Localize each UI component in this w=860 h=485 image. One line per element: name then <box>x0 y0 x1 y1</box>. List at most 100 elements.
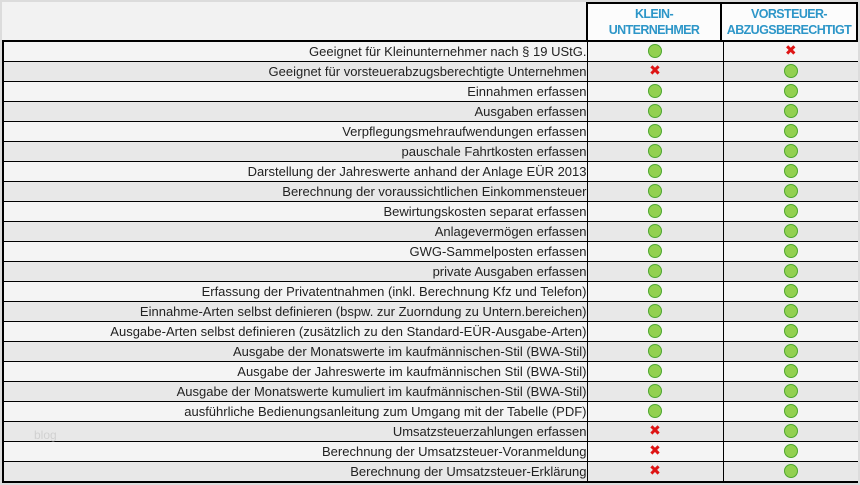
vorsteuerabzugsberechtigt-mark-cell <box>722 441 858 462</box>
table-row: Einnahme-Arten selbst definieren (bspw. … <box>2 301 858 322</box>
row-label: Geeignet für vorsteuerabzugsberechtigte … <box>2 61 588 82</box>
green-dot-icon <box>648 164 662 179</box>
vorsteuerabzugsberechtigt-mark-cell <box>722 101 858 122</box>
kleinunternehmer-mark-cell <box>586 361 724 382</box>
red-cross-icon: ✖ <box>649 443 661 459</box>
row-label: Ausgaben erfassen <box>2 101 588 122</box>
table-row: ausführliche Bedienungsanleitung zum Umg… <box>2 401 858 422</box>
table-row: pauschale Fahrtkosten erfassen <box>2 141 858 162</box>
table-row: Erfassung der Privatentnahmen (inkl. Ber… <box>2 281 858 302</box>
table-row: Ausgabe-Arten selbst definieren (zusätzl… <box>2 321 858 342</box>
row-label: Ausgabe-Arten selbst definieren (zusätzl… <box>2 321 588 342</box>
green-dot-icon <box>648 184 662 199</box>
vorsteuerabzugsberechtigt-mark-cell <box>722 421 858 442</box>
kleinunternehmer-mark-cell <box>586 101 724 122</box>
green-dot-icon <box>783 244 798 259</box>
green-dot-icon <box>783 284 798 299</box>
green-dot-icon <box>648 304 662 319</box>
column-header-kleinunternehmer: KLEIN- UNTERNEHMER <box>586 2 722 40</box>
vorsteuerabzugsberechtigt-mark-cell <box>722 81 858 102</box>
row-label: Ausgabe der Monatswerte im kaufmännische… <box>2 341 588 362</box>
green-dot-icon <box>648 204 662 219</box>
kleinunternehmer-mark-cell <box>586 341 724 362</box>
row-label: ausführliche Bedienungsanleitung zum Umg… <box>2 401 588 422</box>
green-dot-icon <box>783 164 798 179</box>
vorsteuerabzugsberechtigt-mark-cell <box>722 241 858 262</box>
row-label: Darstellung der Jahreswerte anhand der A… <box>2 161 588 182</box>
table-row: Berechnung der Umsatzsteuer-Erklärung ✖ <box>2 461 858 483</box>
table-row: Berechnung der voraussichtlichen Einkomm… <box>2 181 858 202</box>
kleinunternehmer-mark-cell <box>586 281 724 302</box>
column-header-line: ABZUGSBERECHTIGT <box>726 23 852 37</box>
vorsteuerabzugsberechtigt-mark-cell <box>722 361 858 382</box>
green-dot-icon <box>783 384 798 399</box>
green-dot-icon <box>783 424 798 439</box>
row-label: Berechnung der Umsatzsteuer-Voranmeldung <box>2 441 588 462</box>
row-label: Umsatzsteuerzahlungen erfassen <box>2 421 588 442</box>
row-label: Berechnung der voraussichtlichen Einkomm… <box>2 181 588 202</box>
header-spacer <box>2 2 586 40</box>
green-dot-icon <box>648 344 662 359</box>
vorsteuerabzugsberechtigt-mark-cell <box>722 341 858 362</box>
table-row: Umsatzsteuerzahlungen erfassen ✖ <box>2 421 858 442</box>
green-dot-icon <box>783 104 798 119</box>
table-row: Verpflegungsmehraufwendungen erfassen <box>2 121 858 142</box>
table-row: Anlagevermögen erfassen <box>2 221 858 242</box>
table-row: Ausgabe der Monatswerte im kaufmännische… <box>2 341 858 362</box>
kleinunternehmer-mark-cell <box>586 40 724 62</box>
vorsteuerabzugsberechtigt-mark-cell <box>722 321 858 342</box>
green-dot-icon <box>783 224 798 239</box>
green-dot-icon <box>783 184 798 199</box>
vorsteuerabzugsberechtigt-mark-cell <box>722 161 858 182</box>
green-dot-icon <box>648 44 662 59</box>
table-row: GWG-Sammelposten erfassen <box>2 241 858 262</box>
kleinunternehmer-mark-cell <box>586 161 724 182</box>
vorsteuerabzugsberechtigt-mark-cell <box>722 461 858 483</box>
vorsteuerabzugsberechtigt-mark-cell <box>722 261 858 282</box>
row-label: Einnahmen erfassen <box>2 81 588 102</box>
table-row: Ausgabe der Monatswerte kumuliert im kau… <box>2 381 858 402</box>
table-row: Geeignet für Kleinunternehmer nach § 19 … <box>2 40 858 62</box>
table-row: Einnahmen erfassen <box>2 81 858 102</box>
vorsteuerabzugsberechtigt-mark-cell <box>722 61 858 82</box>
vorsteuerabzugsberechtigt-mark-cell <box>722 121 858 142</box>
vorsteuerabzugsberechtigt-mark-cell <box>722 181 858 202</box>
green-dot-icon <box>648 364 662 379</box>
kleinunternehmer-mark-cell <box>586 141 724 162</box>
green-dot-icon <box>783 344 798 359</box>
kleinunternehmer-mark-cell <box>586 321 724 342</box>
green-dot-icon <box>783 364 798 379</box>
row-label: Bewirtungskosten separat erfassen <box>2 201 588 222</box>
row-label: Einnahme-Arten selbst definieren (bspw. … <box>2 301 588 322</box>
green-dot-icon <box>648 224 662 239</box>
vorsteuerabzugsberechtigt-mark-cell <box>722 301 858 322</box>
table-body: Geeignet für Kleinunternehmer nach § 19 … <box>2 40 858 483</box>
green-dot-icon <box>783 404 798 419</box>
row-label: GWG-Sammelposten erfassen <box>2 241 588 262</box>
feature-matrix: Geeignet für Kleinunternehmer nach § 19 … <box>2 40 858 483</box>
green-dot-icon <box>783 324 798 339</box>
green-dot-icon <box>648 324 662 339</box>
table-row: Geeignet für vorsteuerabzugsberechtigte … <box>2 61 858 82</box>
kleinunternehmer-mark-cell <box>586 201 724 222</box>
kleinunternehmer-mark-cell: ✖ <box>586 441 724 462</box>
green-dot-icon <box>648 404 662 419</box>
kleinunternehmer-mark-cell <box>586 121 724 142</box>
table-row: Ausgabe der Jahreswerte im kaufmännische… <box>2 361 858 382</box>
column-header-line: KLEIN- <box>634 7 674 21</box>
red-cross-icon: ✖ <box>649 423 661 439</box>
kleinunternehmer-mark-cell <box>586 301 724 322</box>
kleinunternehmer-mark-cell: ✖ <box>586 61 724 82</box>
vorsteuerabzugsberechtigt-mark-cell <box>722 141 858 162</box>
red-cross-icon: ✖ <box>649 463 661 479</box>
kleinunternehmer-mark-cell <box>586 261 724 282</box>
green-dot-icon <box>783 144 798 159</box>
vorsteuerabzugsberechtigt-mark-cell <box>722 401 858 422</box>
kleinunternehmer-mark-cell <box>586 381 724 402</box>
table-row: Bewirtungskosten separat erfassen <box>2 201 858 222</box>
vorsteuerabzugsberechtigt-mark-cell <box>722 201 858 222</box>
red-cross-icon: ✖ <box>649 63 661 79</box>
table-row: Darstellung der Jahreswerte anhand der A… <box>2 161 858 182</box>
green-dot-icon <box>783 464 798 479</box>
row-label: Erfassung der Privatentnahmen (inkl. Ber… <box>2 281 588 302</box>
